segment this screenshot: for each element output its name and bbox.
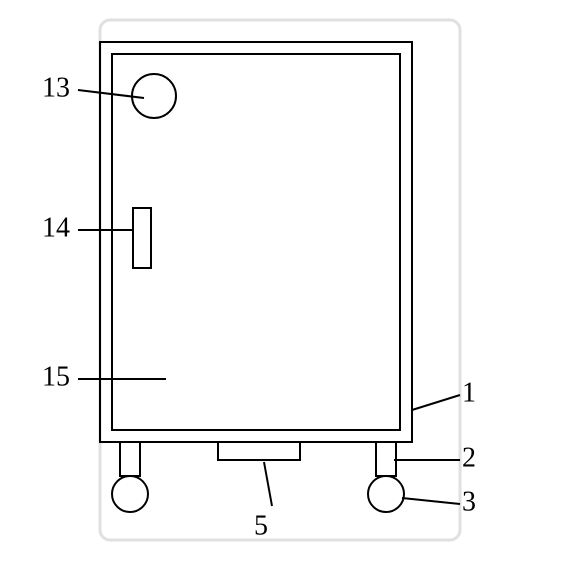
label-14: 14 bbox=[42, 212, 70, 243]
canvas-bg bbox=[0, 0, 564, 562]
label-3: 3 bbox=[462, 486, 476, 517]
label-1: 1 bbox=[462, 377, 476, 408]
label-13: 13 bbox=[42, 72, 70, 103]
label-15: 15 bbox=[42, 361, 70, 392]
label-5: 5 bbox=[254, 510, 268, 541]
diagram-root: 13 14 15 1 2 3 5 bbox=[0, 0, 564, 562]
label-2: 2 bbox=[462, 442, 476, 473]
